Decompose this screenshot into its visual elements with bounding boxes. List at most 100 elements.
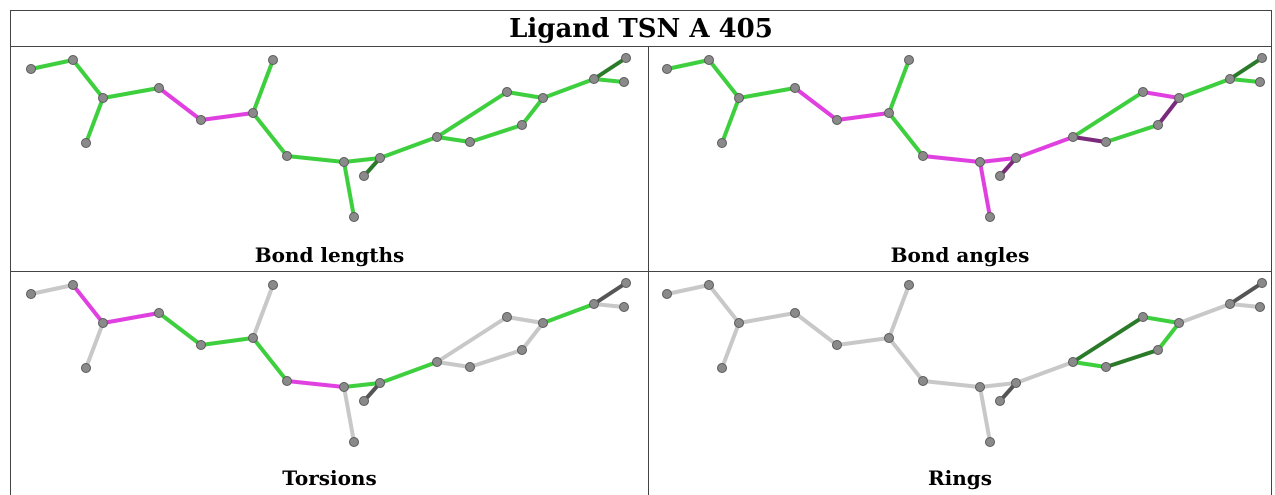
atom xyxy=(98,93,108,103)
bond xyxy=(378,135,439,160)
bond xyxy=(468,123,524,144)
atom xyxy=(98,318,108,328)
panel-caption: Bond lengths xyxy=(254,243,405,267)
atom xyxy=(1138,312,1148,322)
atom xyxy=(196,340,206,350)
table-left-border xyxy=(10,10,11,495)
bond xyxy=(1156,96,1181,127)
bond xyxy=(435,90,509,139)
bond xyxy=(251,111,289,158)
bond xyxy=(978,160,992,219)
atom xyxy=(517,120,527,130)
bond xyxy=(1014,360,1075,385)
atom xyxy=(1068,132,1078,142)
atom xyxy=(717,363,727,373)
atom xyxy=(621,278,631,288)
bond xyxy=(505,90,545,100)
ligand-title: Ligand TSN A 405 xyxy=(509,14,773,44)
atom xyxy=(26,289,36,299)
panel-bond-lengths: Bond lengths xyxy=(11,47,648,271)
molecule-rings xyxy=(662,278,1267,447)
bond xyxy=(285,154,346,164)
table-row-divider xyxy=(10,271,1272,272)
bond xyxy=(435,135,472,144)
atom xyxy=(589,74,599,84)
atom xyxy=(359,396,369,406)
bond xyxy=(887,111,925,158)
atom xyxy=(904,55,914,65)
bond xyxy=(1104,123,1160,144)
bond xyxy=(887,283,911,340)
bond xyxy=(71,283,105,325)
atom xyxy=(734,93,744,103)
bond xyxy=(1228,56,1264,81)
atom xyxy=(154,83,164,93)
bond xyxy=(342,160,356,219)
atom xyxy=(349,212,359,222)
bond xyxy=(1228,302,1262,309)
bond xyxy=(84,96,105,145)
bond xyxy=(342,156,382,164)
bond xyxy=(29,58,75,71)
bond xyxy=(520,96,545,127)
atom xyxy=(621,53,631,63)
bond xyxy=(101,311,161,325)
atom xyxy=(375,153,385,163)
atom xyxy=(884,333,894,343)
bond xyxy=(665,58,711,71)
atom xyxy=(884,108,894,118)
bond xyxy=(1071,135,1108,144)
atom xyxy=(704,280,714,290)
atom xyxy=(918,151,928,161)
bond xyxy=(435,360,472,369)
panel-torsions: Torsions xyxy=(11,272,648,495)
panel-caption: Torsions xyxy=(282,466,377,490)
bond xyxy=(592,56,628,81)
bond xyxy=(101,86,161,100)
atom xyxy=(995,171,1005,181)
bond xyxy=(1177,302,1232,325)
atom xyxy=(832,115,842,125)
table-header-divider xyxy=(10,46,1272,47)
atom xyxy=(282,376,292,386)
panel-rings: Rings xyxy=(649,272,1271,495)
bond xyxy=(505,315,545,325)
table-top-border xyxy=(10,10,1272,11)
atom xyxy=(1255,302,1265,312)
atom xyxy=(1068,357,1078,367)
bond xyxy=(887,58,911,115)
table-right-border xyxy=(1271,10,1272,495)
atom xyxy=(619,302,629,312)
atom xyxy=(1153,120,1163,130)
atom xyxy=(1011,153,1021,163)
bond xyxy=(285,379,346,389)
bond xyxy=(342,381,382,389)
bond xyxy=(707,58,741,100)
atom xyxy=(1174,93,1184,103)
bond xyxy=(520,321,545,352)
bond xyxy=(1228,77,1262,84)
atom xyxy=(375,378,385,388)
bond xyxy=(978,381,1018,389)
atom xyxy=(248,333,258,343)
bond xyxy=(978,156,1018,164)
atom xyxy=(502,87,512,97)
molecule-bond-angles xyxy=(662,53,1267,222)
atom xyxy=(349,437,359,447)
atom xyxy=(359,171,369,181)
atom xyxy=(1174,318,1184,328)
atom xyxy=(662,289,672,299)
bond xyxy=(541,77,596,100)
atom xyxy=(81,363,91,373)
bond xyxy=(1071,90,1145,139)
atom xyxy=(704,55,714,65)
panel-caption: Rings xyxy=(927,466,992,490)
atom xyxy=(1153,345,1163,355)
bond xyxy=(251,283,275,340)
bond xyxy=(29,283,75,296)
atom xyxy=(717,138,727,148)
bond xyxy=(1156,321,1181,352)
atom xyxy=(1101,362,1111,372)
atom xyxy=(975,157,985,167)
atom xyxy=(465,362,475,372)
